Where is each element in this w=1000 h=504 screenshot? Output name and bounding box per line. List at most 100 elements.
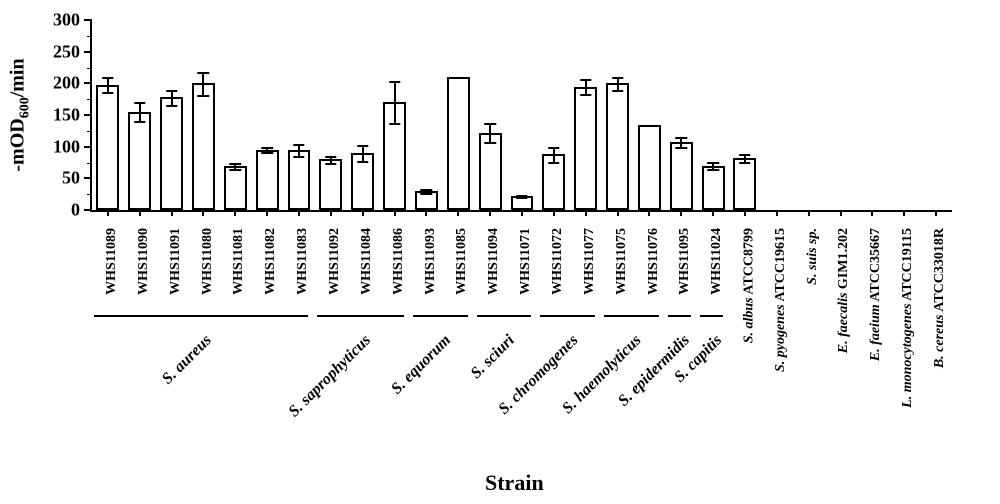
bar [96, 85, 119, 210]
x-category-label: WHS11084 [359, 228, 375, 295]
x-category-label: WHS11075 [614, 228, 630, 295]
y-minor-tick [87, 68, 92, 69]
x-category-label: WHS11071 [518, 228, 534, 295]
x-category-label: WHS11080 [199, 228, 215, 295]
x-tick [266, 210, 268, 216]
error-cap [548, 147, 559, 149]
x-tick [489, 210, 491, 216]
bar [224, 166, 247, 210]
error-cap [325, 156, 336, 158]
error-cap [739, 154, 750, 156]
y-tick-label: 50 [62, 168, 80, 189]
y-tick [84, 114, 92, 116]
error-cap [293, 144, 304, 146]
error-cap [102, 77, 113, 79]
x-category-label: WHS11094 [486, 228, 502, 295]
bar [319, 159, 342, 210]
error-cap [580, 94, 591, 96]
error-bar [139, 102, 141, 121]
error-cap [325, 163, 336, 165]
y-tick-label: 250 [53, 41, 80, 62]
group-underline [604, 315, 659, 317]
error-cap [484, 123, 495, 125]
error-cap [198, 95, 209, 97]
y-tick [84, 146, 92, 148]
error-cap [707, 162, 718, 164]
error-cap [389, 81, 400, 83]
error-cap [739, 162, 750, 164]
error-cap [230, 169, 241, 171]
error-cap [516, 197, 527, 199]
y-tick-label: 150 [53, 105, 80, 126]
bar [574, 87, 597, 211]
y-minor-tick [87, 99, 92, 100]
x-category-label: WHS11083 [295, 228, 311, 295]
x-category-label: WHS11076 [645, 228, 661, 295]
x-category-label: WHS11089 [104, 228, 120, 295]
error-cap [421, 193, 432, 195]
y-minor-tick [87, 36, 92, 37]
plot-area: 050100150200250300 [90, 20, 952, 212]
group-underline [317, 315, 404, 317]
x-tick [362, 210, 364, 216]
x-tick [202, 210, 204, 216]
y-tick-label: 300 [53, 10, 80, 31]
x-tick [903, 210, 905, 216]
y-tick [84, 51, 92, 53]
x-category-label: WHS11092 [327, 228, 343, 295]
y-minor-tick [87, 131, 92, 132]
x-tick [139, 210, 141, 216]
x-tick [394, 210, 396, 216]
x-tick [234, 210, 236, 216]
error-cap [261, 152, 272, 154]
y-minor-tick [87, 194, 92, 195]
error-cap [134, 102, 145, 104]
bar [479, 133, 502, 210]
x-tick [808, 210, 810, 216]
x-category-label: WHS11081 [231, 228, 247, 295]
error-cap [166, 105, 177, 107]
group-underline [477, 315, 532, 317]
x-tick [744, 210, 746, 216]
error-cap [293, 156, 304, 158]
y-tick [84, 19, 92, 21]
error-cap [421, 189, 432, 191]
x-category-label: L. monocytogenes ATCC19115 [900, 228, 916, 408]
error-cap [676, 137, 687, 139]
x-category-label: E. faeium ATCC35667 [868, 228, 884, 361]
error-cap [357, 145, 368, 147]
bar [288, 150, 311, 210]
x-tick [553, 210, 555, 216]
bar [702, 166, 725, 210]
bar [256, 150, 279, 210]
x-category-label: E. faecalis GIM1.202 [837, 228, 853, 353]
error-cap [548, 162, 559, 164]
x-tick [617, 210, 619, 216]
x-category-label: WHS11090 [136, 228, 152, 295]
group-underline [413, 315, 468, 317]
x-tick [330, 210, 332, 216]
x-tick [171, 210, 173, 216]
chart-container: -mOD600/min 050100150200250300 Strain WH… [0, 0, 1000, 504]
x-category-label: WHS11095 [677, 228, 693, 295]
bar [638, 125, 661, 211]
y-minor-tick [87, 163, 92, 164]
error-cap [612, 77, 623, 79]
error-bar [489, 123, 491, 142]
x-category-label: WHS11082 [263, 228, 279, 295]
x-tick [107, 210, 109, 216]
y-tick-label: 200 [53, 73, 80, 94]
error-cap [389, 123, 400, 125]
x-tick [457, 210, 459, 216]
x-category-label: WHS11086 [391, 228, 407, 295]
error-cap [134, 121, 145, 123]
y-tick-label: 0 [71, 200, 80, 221]
error-bar [585, 79, 587, 94]
group-label: S. aureus [159, 332, 216, 389]
y-tick-label: 100 [53, 136, 80, 157]
group-label: S. equorum [388, 332, 455, 399]
x-category-label: WHS11077 [582, 228, 598, 295]
x-tick [712, 210, 714, 216]
error-cap [676, 147, 687, 149]
y-tick [84, 177, 92, 179]
